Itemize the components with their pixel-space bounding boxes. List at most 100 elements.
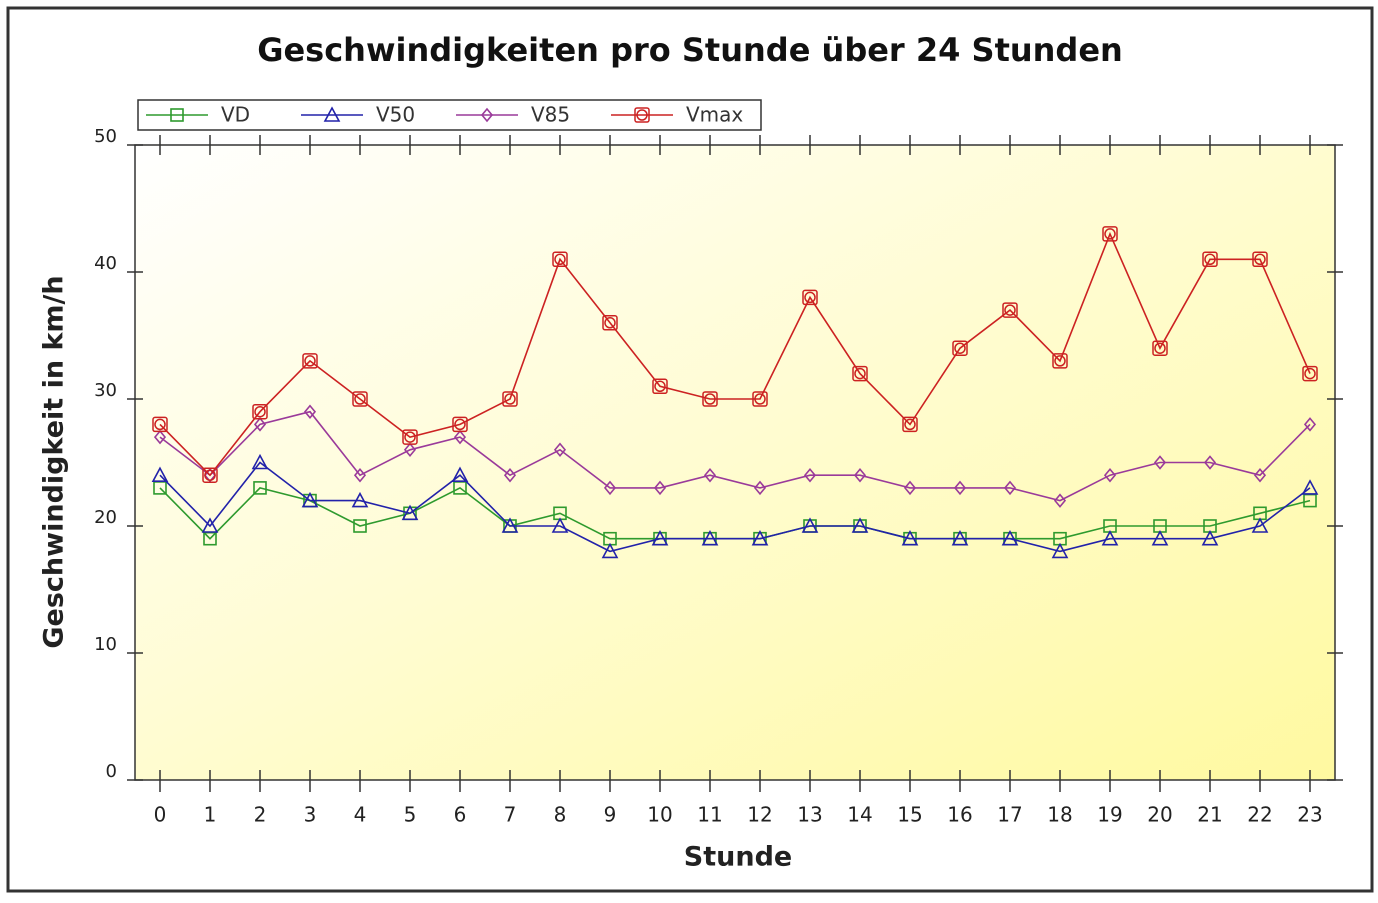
marker xyxy=(1153,455,1167,470)
marker-box xyxy=(152,416,168,433)
y-tick-label: 30 xyxy=(94,380,117,401)
marker-box xyxy=(1052,353,1068,369)
marker-ring xyxy=(1254,253,1266,266)
legend-label: V85 xyxy=(531,103,570,127)
marker-ring xyxy=(554,253,566,266)
marker-box xyxy=(402,429,418,445)
marker-box xyxy=(1152,340,1168,356)
marker xyxy=(751,530,769,546)
marker-ring xyxy=(1204,253,1216,266)
y-tick-label: 40 xyxy=(94,253,117,274)
marker xyxy=(803,467,817,483)
marker xyxy=(1052,353,1068,369)
marker-box xyxy=(902,416,918,433)
marker xyxy=(151,466,169,482)
marker xyxy=(203,467,217,483)
x-tick-label: 2 xyxy=(254,803,267,827)
marker xyxy=(634,107,650,123)
marker xyxy=(1102,226,1118,242)
marker xyxy=(653,480,667,496)
marker xyxy=(353,467,367,483)
marker xyxy=(1252,251,1268,268)
marker xyxy=(802,289,818,306)
marker-ring xyxy=(1104,228,1116,240)
marker xyxy=(852,365,868,382)
marker xyxy=(602,315,618,331)
legend: VD V50 V85 Vmax xyxy=(137,99,762,131)
marker-box xyxy=(652,378,668,395)
marker xyxy=(701,530,719,546)
marker xyxy=(251,453,269,470)
marker xyxy=(1202,251,1218,268)
x-axis-label: Stunde xyxy=(684,842,792,873)
marker-box xyxy=(952,340,968,356)
marker xyxy=(1251,517,1269,533)
x-tick-label: 16 xyxy=(947,803,972,827)
chart-title: Geschwindigkeiten pro Stunde über 24 Stu… xyxy=(257,31,1123,69)
x-tick-label: 1 xyxy=(204,803,217,827)
marker xyxy=(1053,493,1067,508)
marker-box xyxy=(202,467,218,483)
marker xyxy=(301,491,319,508)
marker-box xyxy=(752,391,768,407)
marker xyxy=(952,340,968,356)
y-tick-label: 10 xyxy=(94,634,117,655)
marker xyxy=(202,467,218,483)
marker-ring xyxy=(654,380,666,393)
x-tick-label: 6 xyxy=(454,803,467,827)
y-tick-label: 20 xyxy=(94,507,117,528)
marker-box xyxy=(352,391,368,407)
marker xyxy=(652,378,668,395)
marker xyxy=(153,429,167,445)
marker xyxy=(403,442,417,458)
x-tick-label: 18 xyxy=(1047,803,1072,827)
marker xyxy=(1203,455,1217,470)
marker xyxy=(1151,530,1169,546)
marker-ring xyxy=(404,431,416,443)
marker-box xyxy=(1302,365,1318,382)
marker-box xyxy=(802,289,818,306)
marker-ring xyxy=(604,317,616,329)
marker xyxy=(851,517,869,533)
x-tick-label: 22 xyxy=(1247,803,1272,827)
marker xyxy=(1253,467,1267,483)
x-tick-label: 15 xyxy=(897,803,922,827)
marker-ring xyxy=(304,355,316,367)
marker-ring xyxy=(954,342,966,354)
x-tick-label: 10 xyxy=(647,803,672,827)
marker xyxy=(503,467,517,483)
marker-box xyxy=(702,391,718,407)
marker-ring xyxy=(454,418,466,431)
marker-ring xyxy=(804,291,816,304)
marker-box xyxy=(1202,251,1218,268)
marker-ring xyxy=(904,418,916,431)
marker xyxy=(253,417,267,432)
marker xyxy=(853,467,867,483)
marker-box xyxy=(502,391,518,407)
marker xyxy=(453,429,467,445)
marker xyxy=(480,107,494,123)
marker-ring xyxy=(754,393,766,405)
y-tick-label: 0 xyxy=(106,761,117,782)
x-tick-label: 20 xyxy=(1147,803,1172,827)
marker xyxy=(553,442,567,458)
x-tick-label: 4 xyxy=(354,803,367,827)
marker xyxy=(323,106,341,122)
marker xyxy=(1003,480,1017,496)
x-tick-label: 21 xyxy=(1197,803,1222,827)
marker xyxy=(601,542,619,559)
marker xyxy=(951,530,969,546)
marker-box xyxy=(452,416,468,433)
marker-ring xyxy=(204,469,216,481)
marker xyxy=(302,353,318,369)
x-tick-label: 8 xyxy=(554,803,567,827)
marker xyxy=(1103,467,1117,483)
marker xyxy=(703,467,717,483)
marker-ring xyxy=(504,393,516,405)
marker xyxy=(702,391,718,407)
marker-ring xyxy=(1304,367,1316,380)
marker xyxy=(1101,530,1119,546)
x-tick-label: 23 xyxy=(1297,803,1322,827)
series-line xyxy=(159,410,1311,502)
